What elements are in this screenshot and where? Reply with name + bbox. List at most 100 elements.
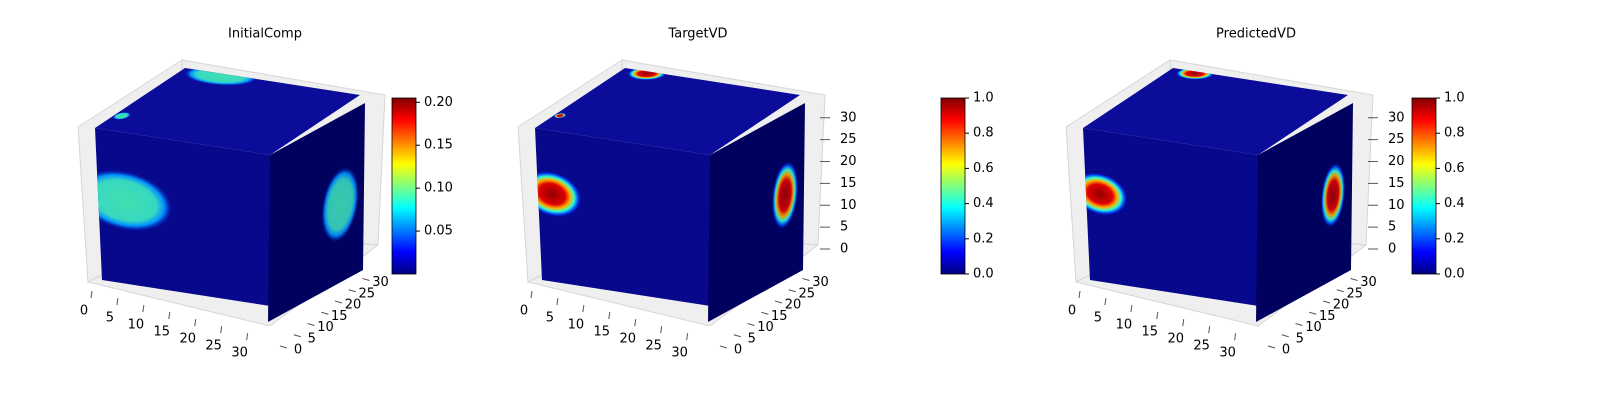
colorbar-tick-label: 0.05 — [424, 224, 453, 239]
z-tick-label: 15 — [1388, 176, 1405, 191]
x-tick-label: 10 — [128, 318, 145, 333]
voxel-blob — [553, 113, 567, 119]
voxel-face — [1256, 103, 1353, 322]
x-tick — [1130, 304, 1133, 313]
y-tick-label: 30 — [1360, 275, 1377, 290]
voxel-face — [95, 128, 277, 307]
x-tick-label: 10 — [568, 318, 585, 333]
y-tick — [733, 334, 741, 338]
y-tick-label: 5 — [1296, 331, 1304, 346]
colorbar-tick-label: 0.8 — [973, 126, 994, 141]
x-tick-label: 5 — [546, 311, 554, 326]
z-tick-label: 0 — [1388, 242, 1396, 257]
x-tick — [634, 319, 637, 327]
y-tick — [747, 323, 755, 326]
y-tick-label: 15 — [1319, 309, 1336, 324]
y-tick-label: 20 — [345, 298, 362, 313]
x-tick — [90, 290, 93, 299]
voxel-blob — [1320, 162, 1346, 228]
colorbar-tick-label: 0.4 — [973, 196, 994, 211]
colorbar-tick-label: 0.6 — [1444, 161, 1465, 176]
x-tick — [582, 304, 585, 313]
y-tick-label: 25 — [1346, 286, 1363, 301]
y-tick — [788, 289, 796, 293]
x-tick-label: 0 — [520, 304, 528, 319]
x-tick — [220, 326, 223, 334]
colorbar-tick-label: 0.2 — [973, 231, 994, 246]
x-tick-label: 25 — [1193, 339, 1210, 354]
colorbar — [1411, 97, 1437, 275]
face — [95, 128, 277, 307]
y-tick-label: 25 — [798, 286, 815, 301]
y-tick — [1350, 278, 1358, 281]
x-tick-label: 10 — [1116, 318, 1133, 333]
y-tick — [1336, 289, 1344, 293]
x-tick — [608, 312, 611, 320]
colorbar-tick-label: 0.6 — [973, 161, 994, 176]
y-tick-label: 5 — [308, 331, 316, 346]
face — [1083, 68, 1348, 155]
y-tick — [774, 300, 783, 304]
z-tick-label: 15 — [840, 176, 857, 191]
face — [1256, 103, 1353, 322]
y-tick — [1267, 345, 1276, 349]
colorbar-tick-label: 0.10 — [424, 181, 453, 196]
colorbar-tick-label: 1.0 — [973, 91, 994, 106]
x-tick — [1156, 312, 1159, 320]
colorbar-tick-label: 1.0 — [1444, 91, 1465, 106]
voxel-blob — [112, 112, 131, 120]
x-tick-label: 15 — [154, 325, 171, 340]
x-tick-label: 15 — [1142, 325, 1159, 340]
z-tick-label: 5 — [840, 220, 848, 235]
y-tick-label: 5 — [748, 331, 756, 346]
face — [268, 103, 365, 322]
y-tick — [293, 334, 301, 338]
x-tick-label: 20 — [1167, 332, 1184, 347]
voxel-blob — [321, 166, 360, 243]
colorbar-tick-label: 0.0 — [1444, 267, 1465, 282]
z-tick-label: 30 — [1388, 110, 1405, 125]
x-tick — [530, 290, 533, 299]
y-tick — [1309, 311, 1317, 315]
y-tick — [761, 311, 769, 315]
y-tick — [334, 300, 343, 304]
panel-title: InitialComp — [228, 27, 302, 42]
y-tick — [321, 311, 329, 315]
y-tick — [307, 323, 315, 326]
colorbar — [940, 97, 966, 275]
x-tick-label: 20 — [179, 332, 196, 347]
z-tick-label: 10 — [840, 198, 857, 213]
y-tick-label: 30 — [372, 275, 389, 290]
voxel-face — [535, 128, 717, 307]
x-tick — [1104, 297, 1107, 306]
voxel-face — [1083, 128, 1265, 307]
colorbar-tick-label: 0.15 — [424, 138, 453, 153]
y-tick — [279, 345, 288, 349]
voxel-blob — [771, 161, 799, 230]
x-tick — [660, 326, 663, 334]
colorbar-tick-label: 0.20 — [424, 95, 453, 110]
x-tick-label: 0 — [80, 304, 88, 319]
x-tick-label: 30 — [231, 346, 248, 361]
panel-title: TargetVD — [667, 27, 727, 42]
x-tick-label: 25 — [205, 339, 222, 354]
voxel-face — [268, 103, 365, 322]
x-tick — [1234, 333, 1237, 341]
x-tick — [116, 297, 119, 306]
z-tick-label: 5 — [1388, 220, 1396, 235]
y-tick-label: 10 — [757, 320, 774, 335]
face — [535, 68, 800, 155]
y-tick — [719, 345, 728, 349]
y-tick — [1281, 334, 1289, 338]
x-tick — [168, 312, 171, 320]
z-tick-label: 20 — [840, 154, 857, 169]
y-tick-label: 25 — [358, 286, 375, 301]
x-tick-label: 25 — [645, 339, 662, 354]
voxel-blob — [95, 169, 174, 232]
x-tick — [142, 304, 145, 313]
x-tick — [246, 333, 249, 341]
y-tick-label: 20 — [1333, 298, 1350, 313]
z-tick-label: 10 — [1388, 198, 1405, 213]
panel-title: PredictedVD — [1216, 27, 1296, 42]
